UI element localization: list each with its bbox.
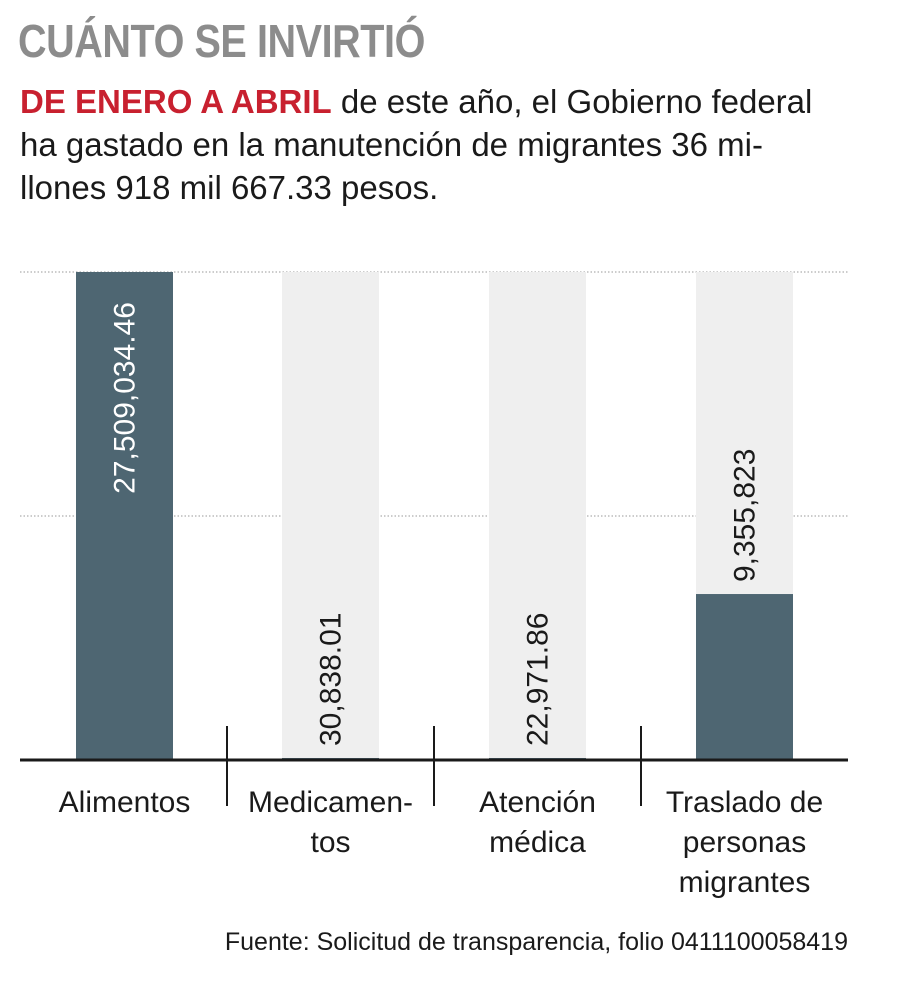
subtitle-lead: DE ENERO A ABRIL	[20, 83, 332, 120]
bar-track-1	[282, 272, 379, 760]
category-label-1-0: Medicamen-	[248, 786, 413, 819]
subtitle-line-2: ha gastado en la manutención de migrante…	[20, 126, 763, 163]
category-label-3-1: personas	[683, 826, 806, 859]
value-label-3: 9,355,823	[729, 449, 762, 582]
subtitle-line-3: llones 918 mil 667.33 pesos.	[20, 169, 439, 206]
value-labels: 27,509,034.46 30,838.01 22,971.86 9,355,823	[109, 302, 762, 746]
value-label-2: 22,971.86	[522, 613, 555, 746]
bars	[76, 272, 793, 760]
category-label-1-1: tos	[310, 826, 350, 859]
subtitle-line-1: de este año, el Gobierno federal	[331, 83, 813, 120]
category-labels: Alimentos Medicamen-tos Atención médica Tras…	[59, 786, 824, 899]
source-note: Fuente: Solicitud de transparencia, foli…	[224, 928, 848, 956]
category-label-0-0: Alimentos	[59, 786, 191, 819]
x-axis	[20, 726, 848, 806]
value-label-0: 27,509,034.46	[109, 302, 142, 494]
category-label-3-2: migrantes	[679, 866, 811, 899]
bar-track-2	[489, 272, 586, 760]
category-label-2-1: médica	[489, 826, 586, 859]
chart-subtitle: DE ENERO A ABRIL de este año, el Gobiern…	[20, 80, 820, 209]
value-label-1: 30,838.01	[315, 613, 348, 746]
bar-3	[696, 594, 793, 760]
category-label-2-0: Atención	[479, 786, 596, 819]
bar-0	[76, 272, 173, 760]
category-label-3-0: Traslado de	[666, 786, 823, 819]
chart-title: CUÁNTO SE INVIRTIÓ	[18, 15, 425, 67]
